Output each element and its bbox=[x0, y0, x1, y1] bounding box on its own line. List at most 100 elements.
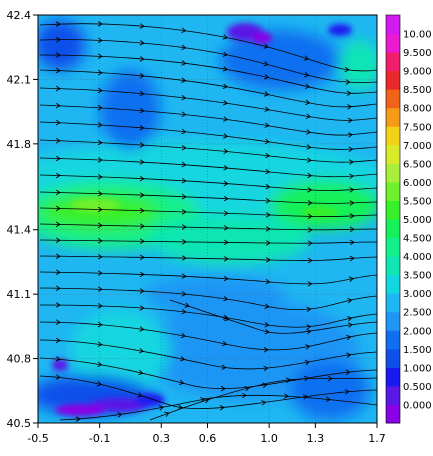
flow-arrow bbox=[223, 295, 229, 302]
flow-arrow bbox=[139, 23, 145, 29]
flow-arrow bbox=[97, 87, 103, 94]
flow-arrow bbox=[347, 322, 354, 328]
flow-arrow bbox=[223, 180, 229, 187]
colorbar-label: 4.500 bbox=[403, 234, 432, 245]
flow-arrow bbox=[325, 396, 331, 403]
flow-arrow bbox=[223, 133, 229, 139]
y-tick-label: 40.5 bbox=[7, 417, 32, 430]
colorbar-label: 4.000 bbox=[403, 252, 432, 263]
flow-arrow bbox=[349, 213, 355, 219]
flow-arrow bbox=[264, 106, 270, 112]
colorbar-label: 3.500 bbox=[403, 271, 432, 282]
colorbar-label: 6.000 bbox=[403, 178, 432, 189]
flow-arrow bbox=[302, 394, 309, 400]
flow-arrow bbox=[137, 392, 143, 398]
flow-arrow bbox=[181, 273, 187, 279]
flow-arrow bbox=[139, 125, 145, 131]
flow-arrow bbox=[139, 223, 145, 229]
flow-arrow bbox=[344, 66, 350, 73]
flow-arrow bbox=[304, 71, 310, 78]
streamline bbox=[39, 357, 377, 390]
flow-arrow bbox=[219, 404, 225, 411]
flow-arrow bbox=[306, 129, 312, 135]
streamline-arrows bbox=[55, 21, 355, 422]
flow-arrow bbox=[97, 238, 103, 244]
flow-arrow bbox=[181, 209, 187, 215]
field-blob bbox=[70, 198, 120, 212]
flow-arrow bbox=[264, 122, 270, 128]
colorbar-segment bbox=[386, 15, 400, 35]
flow-arrow bbox=[305, 99, 311, 106]
flow-arrow bbox=[55, 205, 61, 212]
flow-arrow bbox=[158, 405, 164, 411]
flow-arrow bbox=[223, 275, 229, 282]
flow-arrow bbox=[306, 328, 312, 335]
flow-arrow bbox=[181, 224, 187, 230]
flow-arrow bbox=[263, 43, 269, 49]
flow-arrow bbox=[349, 239, 355, 246]
flow-arrow bbox=[349, 173, 355, 180]
x-tick-label: 0.6 bbox=[199, 432, 217, 445]
flow-arrow bbox=[97, 321, 103, 328]
streamline bbox=[59, 394, 377, 421]
flow-arrow bbox=[346, 334, 352, 341]
colorbar-label: 7.000 bbox=[403, 141, 432, 152]
flow-arrow bbox=[55, 102, 61, 109]
flow-arrow bbox=[180, 356, 186, 362]
flow-arrow bbox=[261, 400, 267, 406]
flow-arrow bbox=[139, 90, 145, 97]
flow-arrow bbox=[223, 210, 229, 216]
flow-arrow bbox=[97, 37, 103, 44]
colorbar-segment bbox=[386, 367, 400, 387]
flow-arrow bbox=[327, 375, 333, 382]
flow-arrow bbox=[265, 183, 271, 190]
flow-arrow bbox=[139, 305, 145, 311]
streamline bbox=[39, 339, 377, 370]
flow-arrow bbox=[244, 386, 250, 392]
flow-arrow bbox=[97, 21, 103, 27]
colorbar-label: 2.000 bbox=[403, 326, 432, 337]
flow-arrow bbox=[97, 105, 103, 111]
field-blob bbox=[340, 40, 377, 90]
streamline bbox=[39, 39, 377, 83]
flow-arrow bbox=[283, 393, 289, 399]
flow-arrow bbox=[349, 255, 355, 262]
flow-arrow bbox=[220, 385, 226, 392]
x-tick-label: 0.3 bbox=[153, 432, 171, 445]
flow-arrow bbox=[349, 200, 355, 206]
flow-arrow bbox=[97, 303, 103, 309]
flow-arrow bbox=[241, 392, 247, 399]
flow-arrow bbox=[97, 174, 103, 180]
flow-arrow bbox=[265, 278, 271, 285]
flow-arrow bbox=[97, 286, 103, 292]
flow-arrow bbox=[97, 157, 103, 163]
flow-arrow bbox=[181, 145, 187, 151]
colorbar-label: 1.500 bbox=[403, 345, 432, 356]
colorbar-segment bbox=[386, 348, 400, 368]
flow-arrow bbox=[307, 257, 313, 264]
field-blob bbox=[38, 20, 85, 70]
colorbar-segment bbox=[386, 70, 400, 90]
flow-arrow bbox=[181, 44, 187, 51]
flow-arrow bbox=[264, 138, 270, 145]
flow-arrow bbox=[264, 328, 270, 335]
colorbar-segment bbox=[386, 126, 400, 146]
colorbar-segment bbox=[386, 200, 400, 220]
flow-arrow bbox=[97, 190, 103, 197]
flow-arrow bbox=[181, 128, 187, 135]
colorbar-label: 9.500 bbox=[403, 48, 432, 59]
flow-arrow bbox=[222, 66, 229, 72]
flow-arrow bbox=[223, 225, 229, 231]
colorbar: 0.000 0.500 1.000 1.500 2.000 2.500 3.000 3.500… bbox=[385, 14, 432, 424]
colorbar-label: 0.500 bbox=[403, 382, 432, 393]
flow-arrow bbox=[346, 352, 352, 358]
y-tick-label: 40.8 bbox=[7, 353, 32, 366]
flow-arrow bbox=[139, 288, 145, 294]
flow-arrow bbox=[222, 51, 228, 57]
flow-arrow bbox=[265, 240, 271, 246]
x-tick-label: 1.3 bbox=[307, 432, 325, 445]
flow-arrow bbox=[307, 240, 313, 246]
flow-arrow bbox=[263, 365, 269, 372]
colorbar-label: 8.500 bbox=[403, 85, 432, 96]
field-blob bbox=[290, 360, 370, 420]
